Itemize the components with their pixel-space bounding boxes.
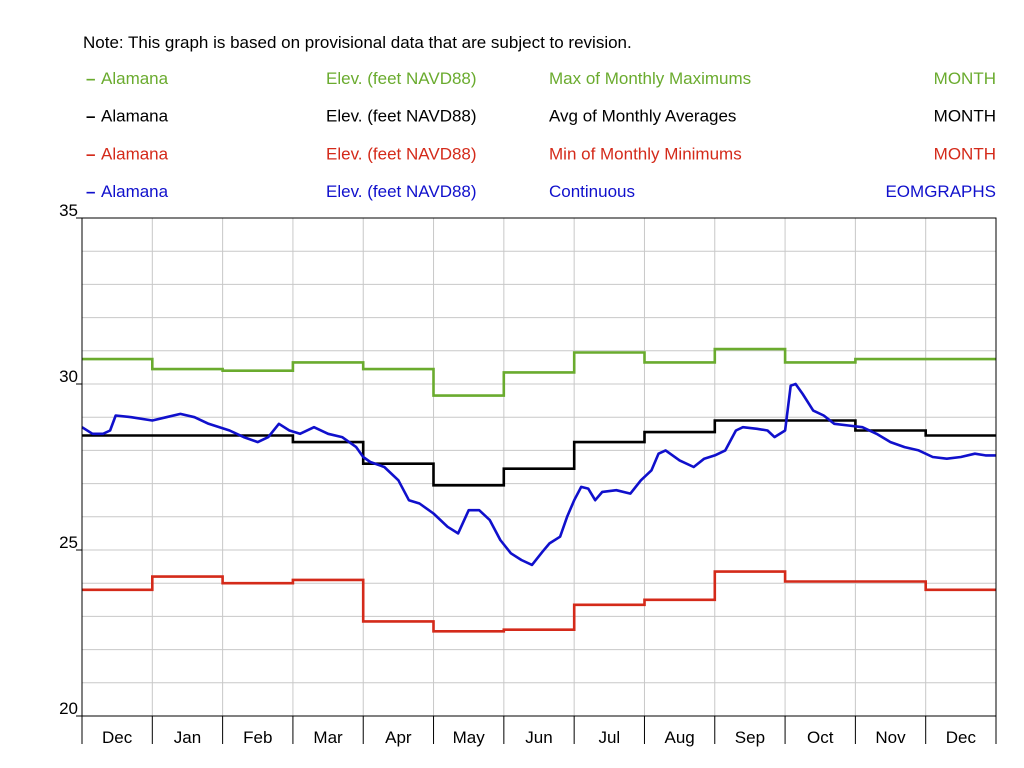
x-month-label: Jun [525,728,552,747]
legend-param: Elev. (feet NAVD88) [326,107,477,126]
y-tick-label: 20 [59,699,78,718]
legend-line-marker: – [86,182,95,201]
legend-row: – Alamana Elev. (feet NAVD88) Continuous EOM… [86,182,996,201]
legend-stat: Max of Monthly Maximums [549,69,751,88]
legend-period: EOMGRAPHS [885,182,996,201]
x-month-label: Sep [735,728,765,747]
series-avg-of-monthly-averages [82,419,996,487]
legend-period: MONTH [934,144,996,163]
provisional-note: Note: This graph is based on provisional… [83,33,632,52]
x-month-label: Nov [875,728,906,747]
legend-line-marker: – [86,69,95,88]
legend-param: Elev. (feet NAVD88) [326,69,477,88]
y-tick-label: 25 [59,533,78,552]
y-axis: 20 25 30 35 [59,201,82,718]
x-month-label: Oct [807,728,834,747]
x-axis: Dec Jan Feb Mar Apr May Jun Jul Aug Sep Oct Nov Dec [81,716,997,747]
gridlines [82,218,996,716]
legend-stat: Continuous [549,182,635,201]
x-month-label: Dec [946,728,977,747]
x-month-label: Mar [313,728,343,747]
legend-stat: Avg of Monthly Averages [549,107,736,126]
plot-area [82,218,996,716]
x-month-label: Jul [598,728,620,747]
legend-line-marker: – [86,144,95,163]
series-continuous [81,382,996,567]
x-month-label: Dec [102,728,133,747]
legend: – Alamana Elev. (feet NAVD88) Max of Monthl… [86,69,996,201]
legend-period: MONTH [934,69,996,88]
x-month-label: Aug [664,728,694,747]
legend-site: Alamana [101,144,169,163]
plot-border [81,217,997,717]
series-min-of-monthly-minimums [82,570,996,633]
legend-param: Elev. (feet NAVD88) [326,144,477,163]
legend-stat: Min of Monthly Minimums [549,144,742,163]
legend-row: – Alamana Elev. (feet NAVD88) Max of Monthl… [86,69,996,88]
legend-period: MONTH [934,107,996,126]
series-max-of-monthly-maximums [82,347,996,397]
x-month-label: May [453,728,486,747]
x-month-label: Apr [385,728,412,747]
series-layer [81,347,996,633]
legend-site: Alamana [101,69,169,88]
y-tick-label: 35 [59,201,78,220]
y-tick-label: 30 [59,367,78,386]
legend-row: – Alamana Elev. (feet NAVD88) Avg of Monthl… [86,107,996,126]
x-month-label: Jan [174,728,201,747]
legend-line-marker: – [86,107,95,126]
x-month-label: Feb [243,728,272,747]
legend-site: Alamana [101,182,169,201]
legend-row: – Alamana Elev. (feet NAVD88) Min of Monthl… [86,144,996,163]
legend-site: Alamana [101,107,169,126]
legend-param: Elev. (feet NAVD88) [326,182,477,201]
